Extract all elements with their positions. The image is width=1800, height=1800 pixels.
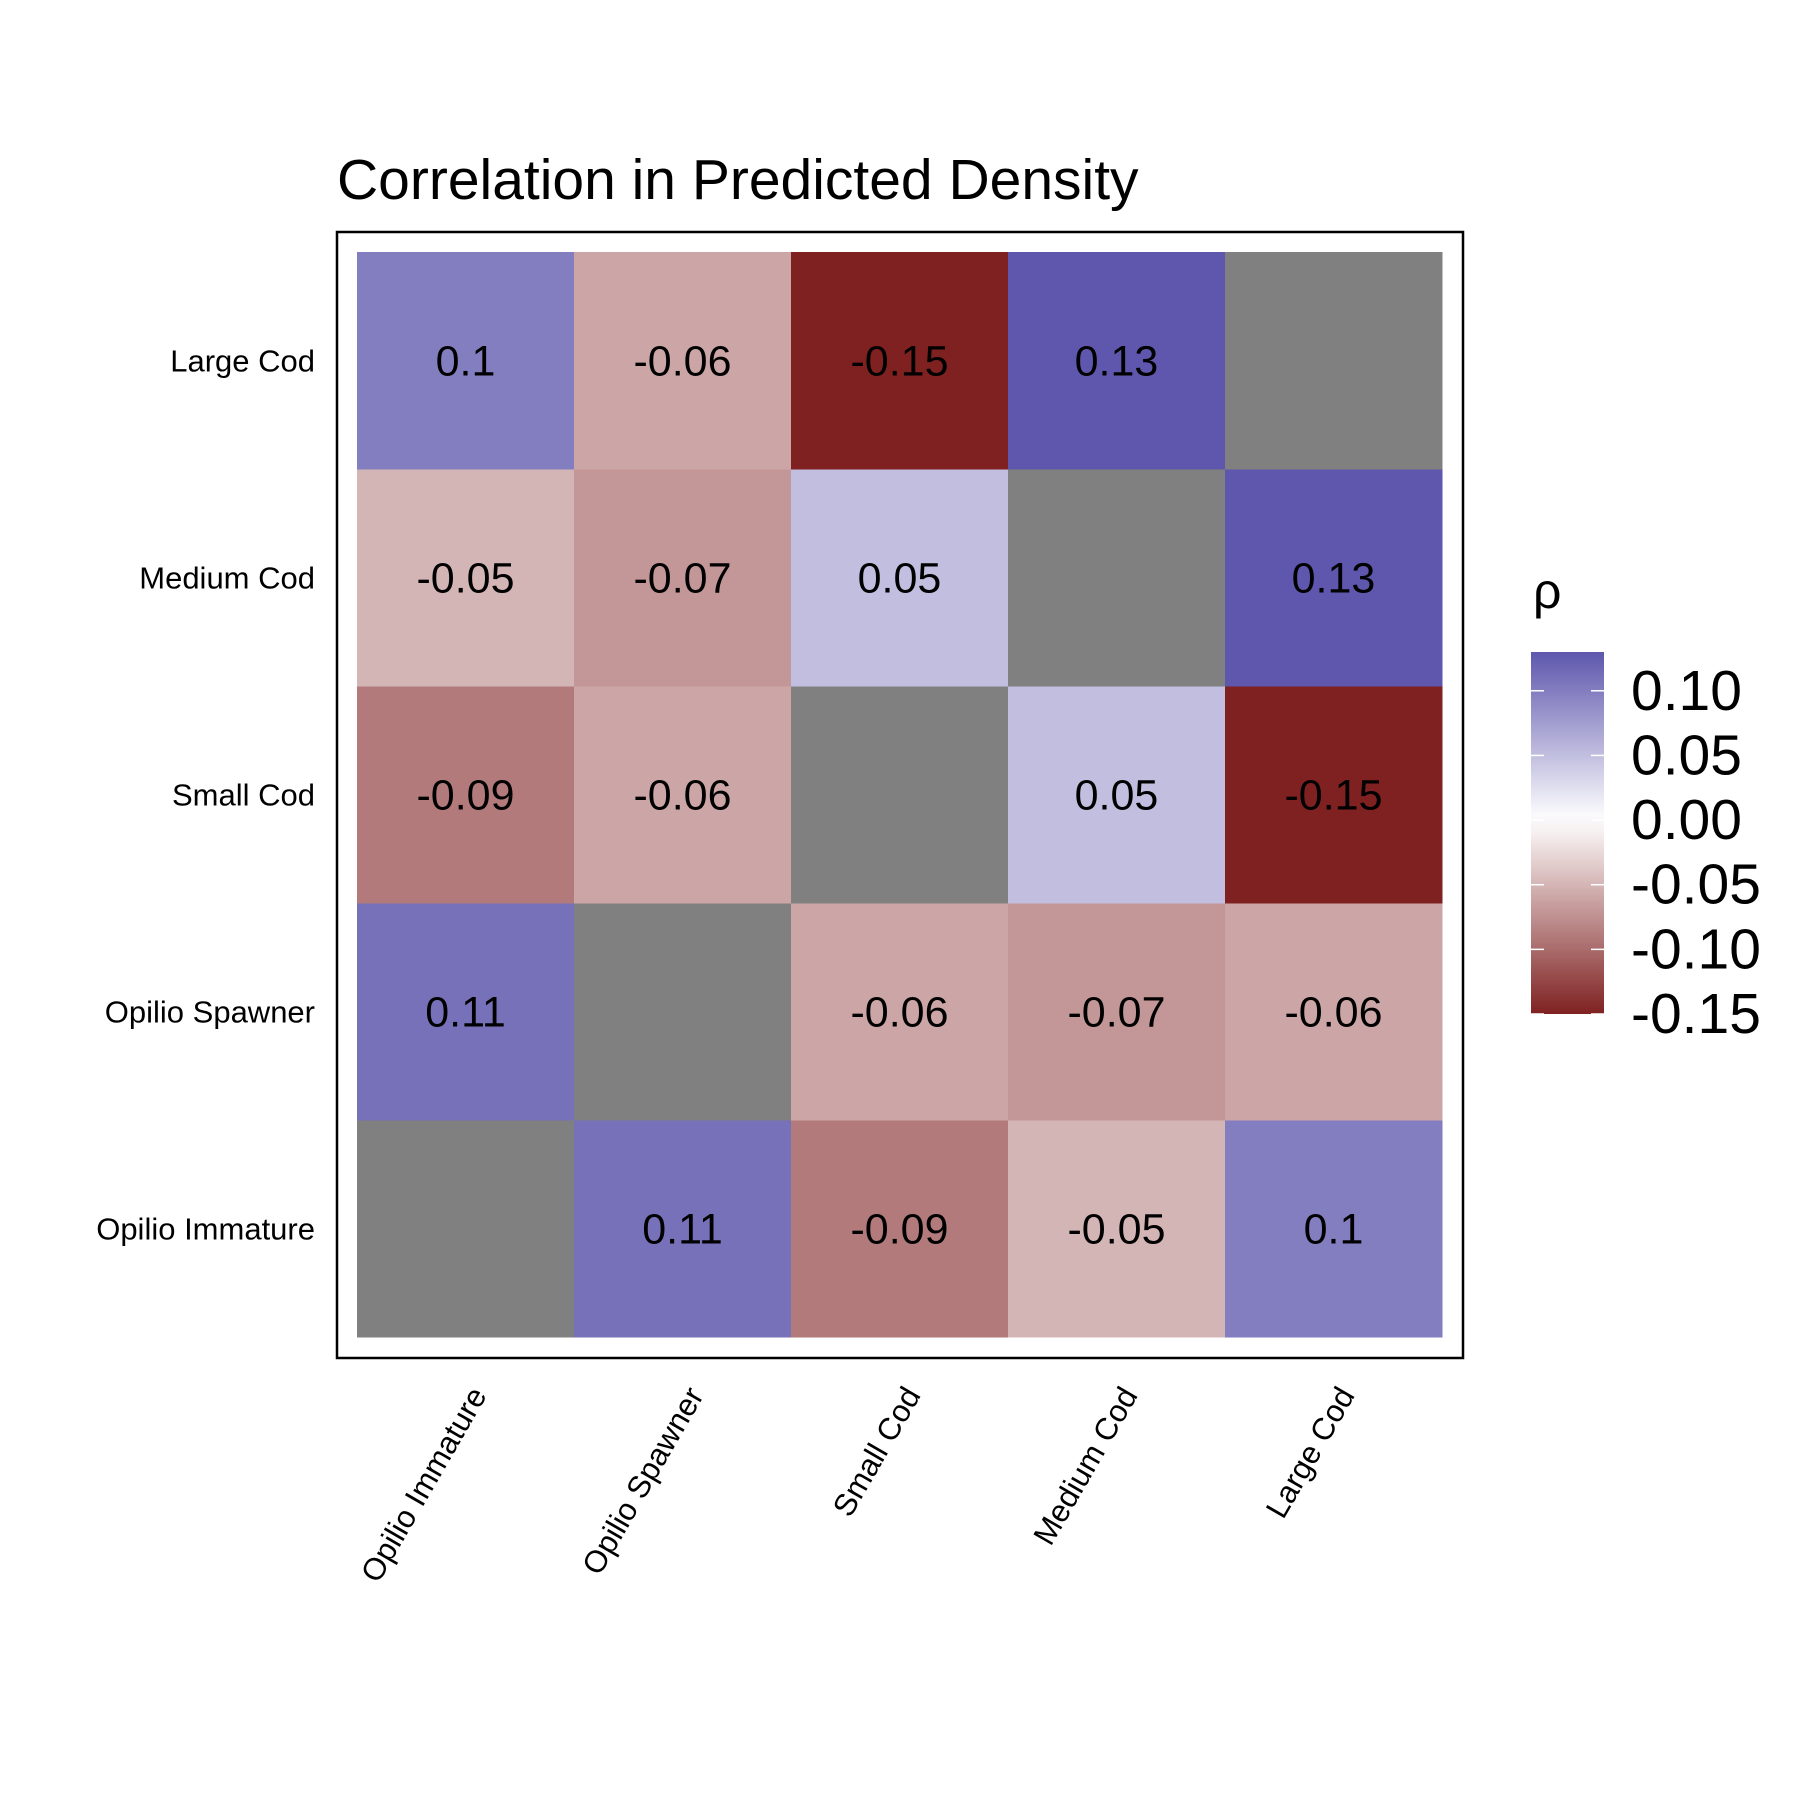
cell-value-label: 0.11 <box>642 1206 723 1254</box>
y-tick-label: Medium Cod <box>139 561 315 596</box>
heatmap-cell <box>1225 252 1443 470</box>
heatmap-cell <box>357 469 575 687</box>
heatmap-cell <box>574 686 792 904</box>
heatmap-cell <box>791 469 1009 687</box>
legend-tick-label: -0.05 <box>1631 853 1761 917</box>
heatmap-cells <box>357 252 1443 1338</box>
y-tick-label: Opilio Immature <box>96 1212 315 1247</box>
cell-value-label: -0.06 <box>1284 989 1382 1037</box>
legend-tick-label: 0.10 <box>1631 659 1742 723</box>
y-tick-label: Large Cod <box>170 344 315 379</box>
heatmap-cell <box>357 686 575 904</box>
x-tick-label: Small Cod <box>826 1381 928 1522</box>
heatmap-cell <box>357 903 575 1121</box>
legend-tick-label: 0.05 <box>1631 723 1742 787</box>
x-tick-label: Large Cod <box>1259 1381 1362 1524</box>
heatmap-cell <box>791 1120 1009 1338</box>
cell-value-label: -0.06 <box>633 338 731 386</box>
x-axis-tick-labels: Opilio Immature Opilio Spawner Small Cod Me… <box>354 1381 1362 1588</box>
y-axis-tick-labels: Opilio Immature Opilio Spawner Small Cod Me… <box>96 344 315 1247</box>
heatmap-cell <box>1008 1120 1226 1338</box>
cell-value-label: -0.07 <box>633 555 731 603</box>
heatmap-cell <box>1008 252 1226 470</box>
heatmap-cell <box>574 1120 792 1338</box>
cell-value-label: -0.05 <box>1067 1206 1165 1254</box>
y-tick-label: Small Cod <box>172 778 315 813</box>
heatmap-cell <box>1008 469 1226 687</box>
cell-value-label: -0.06 <box>633 772 731 820</box>
cell-value-label: -0.15 <box>850 338 948 386</box>
heatmap-cell <box>574 252 792 470</box>
cell-value-label: 0.11 <box>425 989 506 1037</box>
cell-value-label: -0.06 <box>850 989 948 1037</box>
cell-value-label: 0.05 <box>1075 772 1159 820</box>
cell-value-label: -0.09 <box>416 772 514 820</box>
heatmap-cell <box>791 686 1009 904</box>
heatmap-cell <box>1008 686 1226 904</box>
heatmap-cell <box>791 903 1009 1121</box>
cell-value-label: 0.1 <box>436 338 496 386</box>
heatmap-cell <box>1225 469 1443 687</box>
chart-title: Correlation in Predicted Density <box>337 148 1139 212</box>
cell-value-label: -0.15 <box>1284 772 1382 820</box>
legend-colorbar <box>1531 652 1604 1014</box>
heatmap-cell <box>791 252 1009 470</box>
cell-value-label: 0.13 <box>1292 555 1376 603</box>
heatmap-cell <box>574 469 792 687</box>
heatmap-cell <box>1008 903 1226 1121</box>
cell-value-label: 0.13 <box>1075 338 1159 386</box>
cell-value-label: 0.1 <box>1304 1206 1364 1254</box>
legend-title: ρ <box>1533 563 1561 619</box>
cell-value-label: 0.05 <box>858 555 942 603</box>
legend-tick-label: 0.00 <box>1631 788 1742 852</box>
cell-value-label: -0.05 <box>416 555 514 603</box>
heatmap-cell <box>357 252 575 470</box>
plot-panel-border <box>335 230 1465 1360</box>
color-legend: ρ 0.100.050.00-0.05-0.10-0.15 <box>1531 563 1761 1046</box>
heatmap-cell <box>1225 686 1443 904</box>
heatmap-cell <box>574 903 792 1121</box>
y-tick-label: Opilio Spawner <box>105 995 315 1030</box>
legend-ticks: 0.100.050.00-0.05-0.10-0.15 <box>1531 659 1761 1046</box>
cell-value-label: -0.09 <box>850 1206 948 1254</box>
heatmap-cell <box>1225 903 1443 1121</box>
legend-tick-label: -0.10 <box>1631 917 1761 981</box>
cell-value-labels: 0.11 -0.09 -0.05 0.1 0.11 -0.06 -0.07 -0.06 -0.0… <box>416 338 1382 1254</box>
cell-value-label: -0.07 <box>1067 989 1165 1037</box>
heatmap-cell <box>1225 1120 1443 1338</box>
x-tick-label: Opilio Immature <box>354 1381 494 1588</box>
x-tick-label: Medium Cod <box>1026 1381 1144 1551</box>
x-tick-label: Opilio Spawner <box>575 1381 710 1581</box>
legend-tick-label: -0.15 <box>1631 982 1761 1046</box>
heatmap-cell <box>357 1120 575 1338</box>
